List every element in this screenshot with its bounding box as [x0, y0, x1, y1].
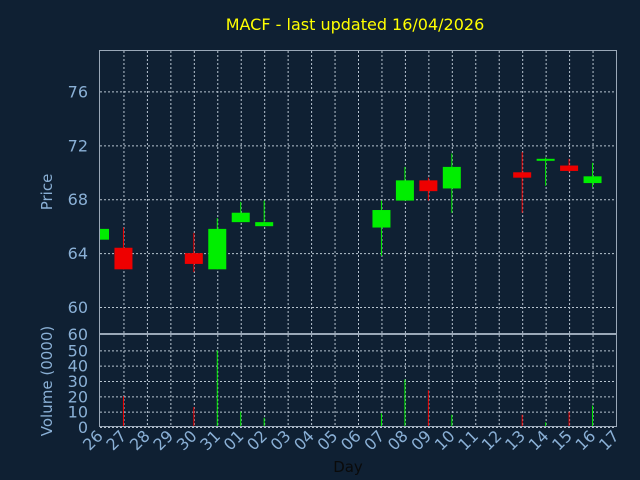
volume-axis-label: Volume (0000) [38, 326, 56, 436]
x-axis-label: Day [333, 458, 363, 476]
volume-tick-label: 30 [68, 372, 88, 391]
volume-tick-label: 50 [68, 341, 88, 360]
price-tick-label: 68 [68, 190, 88, 209]
candle-down [513, 172, 532, 178]
price-tick-label: 76 [68, 82, 88, 101]
price-axis-label: Price [38, 174, 56, 211]
price-tick-label: 64 [68, 244, 88, 263]
candle-down [114, 247, 133, 270]
x-tick-label: 17 [595, 426, 623, 454]
volume-bars [122, 350, 594, 427]
price-y-ticks: 60 64 68 72 76 60 [68, 82, 88, 344]
volume-frame [99, 334, 617, 427]
chart-title: MACF - last updated 16/04/2026 [226, 15, 485, 34]
volume-grid [100, 335, 616, 428]
x-ticks: 2627282930310102030405060708091011121314… [79, 426, 623, 454]
price-tick-label: 72 [68, 136, 88, 155]
price-panel: 60 64 68 72 76 60 Price [38, 50, 617, 344]
candle-down [184, 253, 203, 264]
volume-tick-label: 10 [68, 403, 88, 422]
candle-up [536, 158, 555, 161]
price-grid [100, 51, 616, 334]
price-frame [99, 50, 617, 334]
candle-up [583, 176, 602, 184]
volume-tick-label: 40 [68, 357, 88, 376]
volume-tick-label: 20 [68, 387, 88, 406]
candle-up [208, 228, 227, 270]
candle-down [419, 180, 438, 192]
price-tick-label: 60 [68, 325, 88, 344]
candle-up [372, 210, 391, 228]
price-tick-label: 60 [68, 298, 88, 317]
volume-tick-label: 0 [78, 418, 88, 437]
candle-up [395, 180, 414, 201]
candles [99, 152, 602, 273]
candle-up [442, 166, 461, 189]
candle-down [560, 165, 579, 171]
candle-up [255, 222, 274, 227]
candle-up [231, 212, 250, 223]
candle-up [100, 228, 109, 240]
